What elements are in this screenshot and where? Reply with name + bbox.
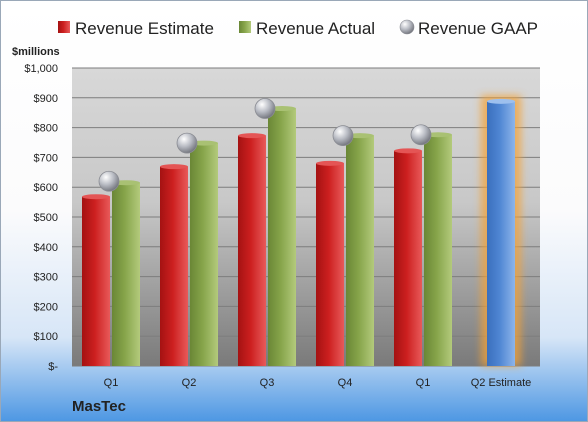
legend-label: Revenue Actual [256, 19, 375, 38]
y-tick-label: $900 [34, 93, 58, 105]
bar-revenue-estimate-top [82, 194, 110, 200]
bar-revenue-estimate [316, 163, 344, 366]
bar-revenue-actual [190, 143, 218, 366]
bar-revenue-estimate-top [160, 164, 188, 170]
marker-revenue-gaap [176, 132, 198, 154]
x-tick-label: Q2 [182, 377, 197, 389]
y-tick-label: $500 [34, 212, 58, 224]
y-tick-label: $400 [34, 242, 58, 254]
y-tick-label: $1,000 [24, 63, 58, 75]
company-name: MasTec [72, 398, 126, 415]
bar-revenue-estimate-top [394, 148, 422, 154]
x-tick-label: Q4 [338, 377, 353, 389]
x-tick-label: Q1 [416, 377, 431, 389]
legend-swatch [58, 21, 70, 33]
bar-revenue-actual [268, 108, 296, 366]
bar-revenue-estimate [160, 166, 188, 366]
bar-next-estimate-top [487, 98, 515, 104]
marker-revenue-gaap [98, 170, 120, 192]
bar-revenue-estimate-top [316, 160, 344, 166]
marker-revenue-gaap [410, 124, 432, 146]
marker-revenue-gaap [332, 125, 354, 147]
legend-swatch [399, 19, 415, 35]
bar-revenue-estimate [394, 150, 422, 366]
y-tick-label: $700 [34, 152, 58, 164]
bar-revenue-estimate [238, 135, 266, 366]
bar-next-estimate [487, 101, 515, 366]
bar-revenue-actual [346, 135, 374, 366]
legend-label: Revenue GAAP [418, 19, 538, 38]
x-tick-label: Q2 Estimate [471, 377, 532, 389]
x-tick-label: Q3 [260, 377, 275, 389]
y-tick-label: $300 [34, 272, 58, 284]
y-tick-label: $800 [34, 123, 58, 135]
x-tick-label: Q1 [104, 377, 119, 389]
bar-revenue-actual [424, 134, 452, 366]
marker-revenue-gaap [254, 98, 276, 119]
legend-label: Revenue Estimate [75, 19, 214, 38]
y-tick-label: $- [48, 361, 58, 373]
y-tick-label: $600 [34, 182, 58, 194]
y-axis-label: $millions [12, 46, 60, 58]
bar-revenue-actual [112, 182, 140, 366]
legend-swatch [239, 21, 251, 33]
bar-revenue-estimate [82, 196, 110, 366]
bar-revenue-estimate-top [238, 133, 266, 139]
y-tick-label: $200 [34, 301, 58, 313]
y-tick-label: $100 [34, 331, 58, 343]
